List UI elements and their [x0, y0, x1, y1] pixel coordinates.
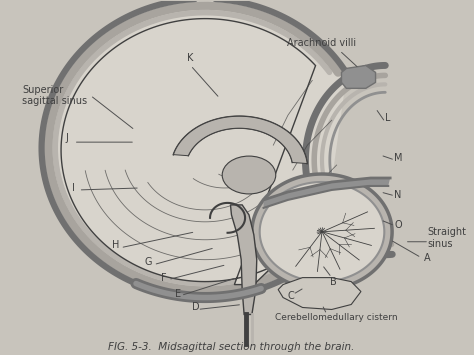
Text: G: G: [145, 257, 153, 267]
Text: I: I: [72, 183, 75, 193]
Text: K: K: [187, 54, 194, 64]
Text: C: C: [287, 290, 294, 301]
Text: N: N: [394, 190, 401, 200]
Text: O: O: [394, 220, 402, 230]
Text: J: J: [65, 133, 68, 143]
Polygon shape: [230, 205, 257, 315]
Text: Straight
sinus: Straight sinus: [427, 227, 466, 248]
Text: FIG. 5-3.  Midsagittal section through the brain.: FIG. 5-3. Midsagittal section through th…: [108, 342, 355, 352]
Text: A: A: [424, 253, 430, 263]
Text: E: E: [175, 289, 181, 299]
Ellipse shape: [222, 156, 276, 194]
Polygon shape: [260, 182, 384, 282]
Text: D: D: [191, 302, 199, 312]
Polygon shape: [61, 18, 336, 285]
Text: F: F: [162, 273, 167, 283]
Text: L: L: [385, 113, 391, 123]
Text: Superior
sagittal sinus: Superior sagittal sinus: [22, 84, 87, 106]
Text: Arachnoid villi: Arachnoid villi: [287, 38, 356, 48]
Polygon shape: [341, 65, 375, 88]
Polygon shape: [278, 278, 361, 310]
Polygon shape: [252, 174, 392, 290]
Text: Cerebellomedullary cistern: Cerebellomedullary cistern: [275, 313, 398, 322]
Polygon shape: [264, 178, 390, 208]
Polygon shape: [173, 116, 307, 164]
Polygon shape: [42, 0, 359, 297]
Text: M: M: [394, 153, 402, 163]
Text: B: B: [330, 277, 337, 286]
Text: H: H: [112, 240, 119, 250]
